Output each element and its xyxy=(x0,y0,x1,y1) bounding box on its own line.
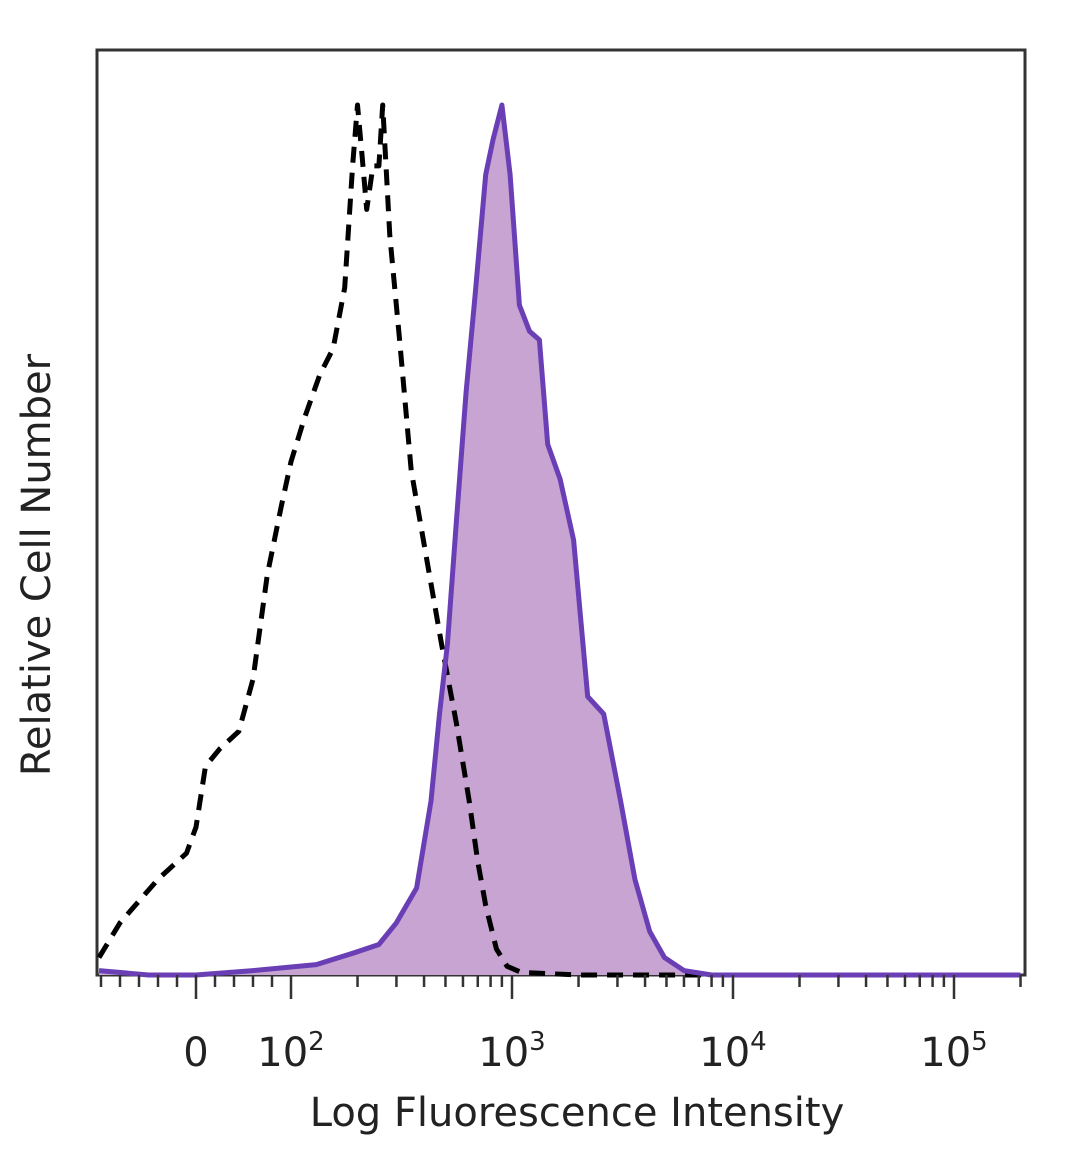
x-tick-label: 104 xyxy=(699,1027,766,1076)
x-tick-label: 0 xyxy=(183,1030,208,1076)
x-tick-label: 102 xyxy=(257,1027,324,1076)
series-layer xyxy=(96,102,1021,978)
x-tick-label: 103 xyxy=(478,1027,545,1076)
series-1-line xyxy=(96,102,1021,978)
x-axis-title: Log Fluorescence Intensity xyxy=(310,1090,845,1136)
series-2-line xyxy=(98,102,1021,978)
x-axis-tick-labels: 0 102 103 104 105 xyxy=(183,1027,987,1076)
y-axis-title: Relative Cell Number xyxy=(14,353,60,776)
x-axis-ticks xyxy=(99,975,1022,999)
series-2-fill xyxy=(99,105,1021,975)
x-tick-label: 105 xyxy=(920,1027,987,1076)
